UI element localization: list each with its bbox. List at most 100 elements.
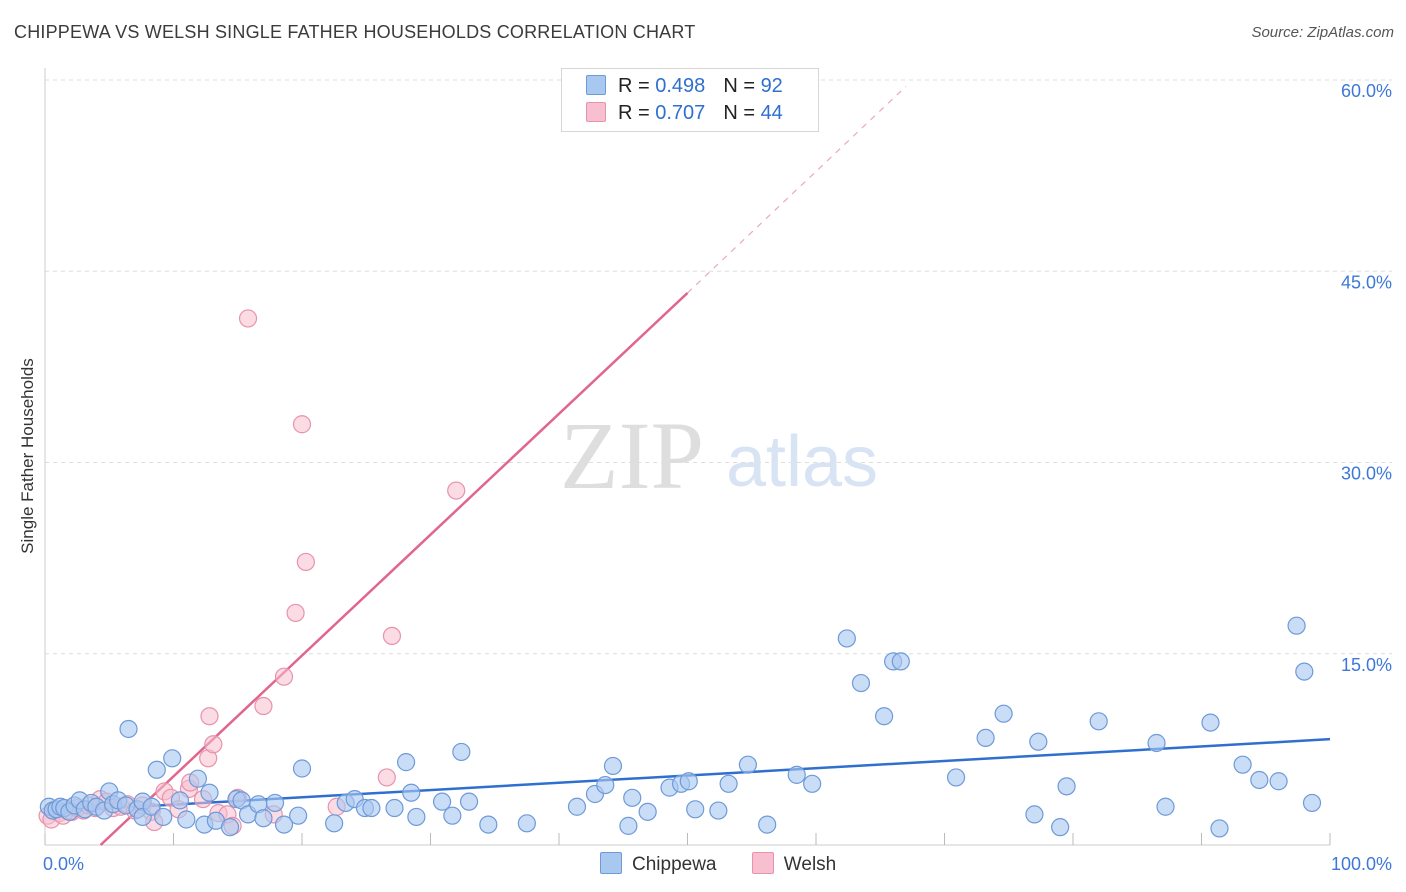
welsh-point: [292, 415, 312, 434]
chippewa-point: [265, 793, 285, 813]
chippewa-point: [1201, 713, 1220, 732]
correlation-legend: R = 0.498 N = 92 R = 0.707 N = 44: [561, 68, 819, 132]
x-tick-label: 100.0%: [1331, 854, 1392, 874]
grid-lines: [45, 79, 1392, 655]
chippewa-point: [1147, 733, 1166, 753]
welsh-point: [238, 309, 258, 328]
y-tick-label: 15.0%: [1341, 655, 1392, 675]
welsh-point: [382, 626, 402, 646]
welsh-point: [200, 707, 219, 726]
welsh-point: [204, 735, 223, 754]
legend-item-chippewa: Chippewa: [600, 852, 717, 876]
chippewa-point: [517, 814, 536, 833]
chippewa-point: [402, 783, 421, 802]
chippewa-point: [170, 791, 190, 810]
legend-row-welsh: R = 0.707 N = 44: [586, 102, 783, 125]
chippewa-point: [254, 809, 273, 828]
n-value: 92: [760, 75, 783, 97]
chippewa-point: [994, 704, 1013, 723]
chippewa-point: [1029, 732, 1048, 751]
chippewa-point: [362, 798, 381, 818]
welsh-trend-extension: [687, 85, 907, 294]
chippewa-point: [851, 673, 871, 693]
chippewa-point: [396, 753, 416, 772]
chippewa-point: [385, 798, 404, 818]
chippewa-point: [679, 772, 698, 791]
tick-labels: 15.0% 30.0% 45.0% 60.0% 0.0% 100.0%: [43, 81, 1392, 874]
chippewa-point: [946, 768, 966, 787]
chippewa-point: [1302, 793, 1322, 813]
chippewa-point: [1287, 616, 1306, 635]
chippewa-point: [407, 807, 426, 827]
chippewa-point: [758, 815, 777, 834]
chippewa-point: [803, 774, 822, 793]
chippewa-point: [289, 806, 308, 825]
chippewa-point: [619, 816, 638, 835]
chippewa-point: [1156, 797, 1175, 816]
chippewa-point: [1051, 818, 1070, 837]
chippewa-point: [638, 802, 657, 821]
chippewa-point: [1269, 772, 1288, 791]
chippewa-point: [709, 801, 728, 820]
source-label: Source: ZipAtlas.com: [1251, 24, 1394, 41]
chippewa-point: [596, 775, 615, 795]
chippewa-swatch: [600, 852, 622, 874]
watermark: ZIP atlas: [560, 402, 878, 509]
chippewa-point: [1210, 819, 1229, 838]
r-label: R =: [618, 75, 650, 97]
welsh-point: [286, 603, 305, 623]
chippewa-point: [603, 756, 623, 776]
welsh-trend-line: [99, 292, 689, 846]
legend-label-chippewa: Chippewa: [632, 854, 717, 875]
chippewa-point: [1057, 777, 1076, 796]
chippewa-point: [325, 814, 344, 833]
chippewa-point: [452, 742, 471, 762]
chippewa-point: [837, 629, 856, 648]
chippewa-point: [147, 760, 166, 779]
r-label: R =: [618, 102, 650, 124]
chippewa-point: [432, 792, 452, 811]
axes: [44, 68, 1331, 846]
chippewa-point: [177, 810, 196, 829]
chippewa-point: [188, 769, 208, 788]
chippewa-point: [142, 797, 161, 816]
watermark-atlas: atlas: [726, 422, 878, 502]
chippewa-point: [1025, 805, 1044, 824]
chippewa-point: [200, 783, 219, 802]
welsh-swatch: [586, 102, 606, 122]
chippewa-points: [39, 616, 1322, 838]
chippewa-point: [220, 818, 240, 837]
chippewa-point: [623, 788, 642, 807]
legend-label-welsh: Welsh: [783, 854, 837, 875]
chippewa-point: [1089, 712, 1108, 731]
chippewa-point: [443, 806, 462, 825]
chippewa-point: [1295, 662, 1314, 681]
chippewa-point: [292, 759, 312, 778]
chippewa-point: [479, 815, 498, 834]
y-tick-label: 45.0%: [1341, 272, 1392, 292]
n-label: N =: [723, 102, 755, 124]
chippewa-point: [891, 652, 910, 671]
n-value: 44: [760, 102, 783, 124]
r-value: 0.498: [655, 75, 706, 97]
chippewa-point: [787, 765, 806, 784]
chippewa-point: [274, 815, 294, 834]
chart-title: CHIPPEWA VS WELSH SINGLE FATHER HOUSEHOL…: [14, 22, 696, 42]
x-tick-label: 0.0%: [43, 854, 84, 874]
welsh-point: [296, 552, 315, 572]
series-legend: Chippewa Welsh: [600, 852, 866, 876]
legend-item-welsh: Welsh: [751, 852, 837, 876]
chippewa-point: [154, 807, 173, 827]
welsh-swatch: [751, 852, 774, 874]
chippewa-point: [119, 719, 138, 739]
chippewa-point: [163, 749, 182, 768]
chippewa-point: [875, 707, 894, 726]
chippewa-point: [1233, 755, 1252, 774]
legend-row-chippewa: R = 0.498 N = 92: [586, 75, 783, 98]
welsh-point: [447, 481, 466, 500]
chippewa-point: [976, 728, 995, 748]
welsh-point: [254, 696, 273, 716]
welsh-point: [377, 768, 396, 787]
y-tick-label: 60.0%: [1341, 81, 1392, 101]
